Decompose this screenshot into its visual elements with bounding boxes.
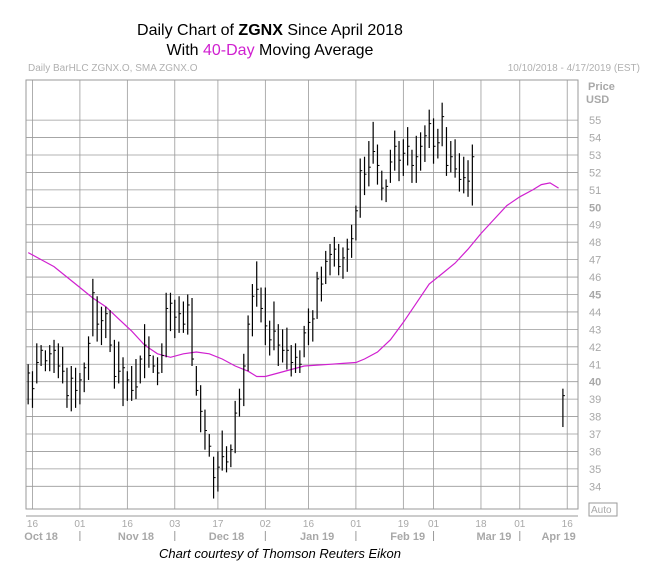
x-day-tick-label: 16 (303, 519, 315, 530)
x-day-tick-label: 02 (260, 519, 272, 530)
y-tick-label: 45 (589, 290, 601, 302)
y-tick-label: 41 (589, 359, 601, 371)
y-tick-label: 49 (589, 220, 601, 232)
chart-title: Daily Chart of ZGNX Since April 2018 (0, 22, 540, 40)
x-day-tick-label: 01 (428, 519, 440, 530)
y-tick-label: 52 (589, 167, 601, 179)
auto-scale-label: Auto (591, 505, 612, 516)
x-day-tick-label: 17 (212, 519, 224, 530)
x-day-tick-label: 01 (350, 519, 362, 530)
line2-suffix: Moving Average (254, 42, 374, 59)
y-tick-label: 53 (589, 150, 601, 162)
x-day-tick-label: 03 (169, 519, 181, 530)
chart-subtitle-line: With 40-Day Moving Average (0, 42, 540, 60)
x-day-tick-label: 19 (398, 519, 410, 530)
x-month-label: Dec 18 (209, 531, 244, 543)
y-tick-label: 40 (589, 377, 601, 389)
line2-prefix: With (166, 42, 203, 59)
y-unit-label: USD (586, 94, 609, 106)
series-description: Daily BarHLC ZGNX.O, SMA ZGNX.O (28, 63, 198, 74)
x-day-tick-label: 01 (514, 519, 526, 530)
chart-credit: Chart courtesy of Thomson Reuters Eikon (158, 546, 402, 561)
y-tick-label: 38 (589, 412, 601, 424)
x-month-label: Apr 19 (541, 531, 575, 543)
moving-average-line (27, 182, 559, 378)
auto-scale-box (588, 502, 618, 517)
title-prefix: Daily Chart of (137, 22, 239, 39)
y-tick-label: 47 (589, 255, 601, 267)
x-month-label: Jan 19 (300, 531, 334, 543)
x-day-tick-label: 16 (122, 519, 134, 530)
x-month-label: Mar 19 (476, 531, 511, 543)
y-tick-label: 55 (589, 115, 601, 127)
y-tick-label: 37 (589, 429, 601, 441)
y-unit-label: Price (588, 81, 615, 93)
y-tick-label: 35 (589, 464, 601, 476)
y-tick-label: 48 (589, 237, 601, 249)
y-tick-label: 36 (589, 446, 601, 458)
y-tick-label: 43 (589, 324, 601, 336)
y-tick-label: 50 (589, 202, 601, 214)
date-range: 10/10/2018 - 4/17/2019 (EST) (507, 63, 640, 74)
x-day-tick-label: 16 (27, 519, 39, 530)
y-tick-label: 44 (589, 307, 601, 319)
x-day-tick-label: 18 (475, 519, 487, 530)
ma-label: 40-Day (202, 42, 255, 59)
y-tick-label: 51 (589, 185, 601, 197)
y-tick-label: 46 (589, 272, 601, 284)
x-day-tick-label: 01 (74, 519, 86, 530)
ticker: ZGNX (238, 22, 283, 39)
y-tick-label: 39 (589, 394, 601, 406)
x-day-tick-label: 16 (562, 519, 574, 530)
y-tick-label: 34 (589, 481, 601, 493)
title-suffix: Since April 2018 (282, 22, 403, 39)
x-month-label: Oct 18 (24, 531, 58, 543)
y-tick-label: 54 (589, 133, 601, 145)
y-tick-label: 42 (589, 342, 601, 354)
x-month-label: Nov 18 (118, 531, 154, 543)
x-month-label: Feb 19 (390, 531, 425, 543)
